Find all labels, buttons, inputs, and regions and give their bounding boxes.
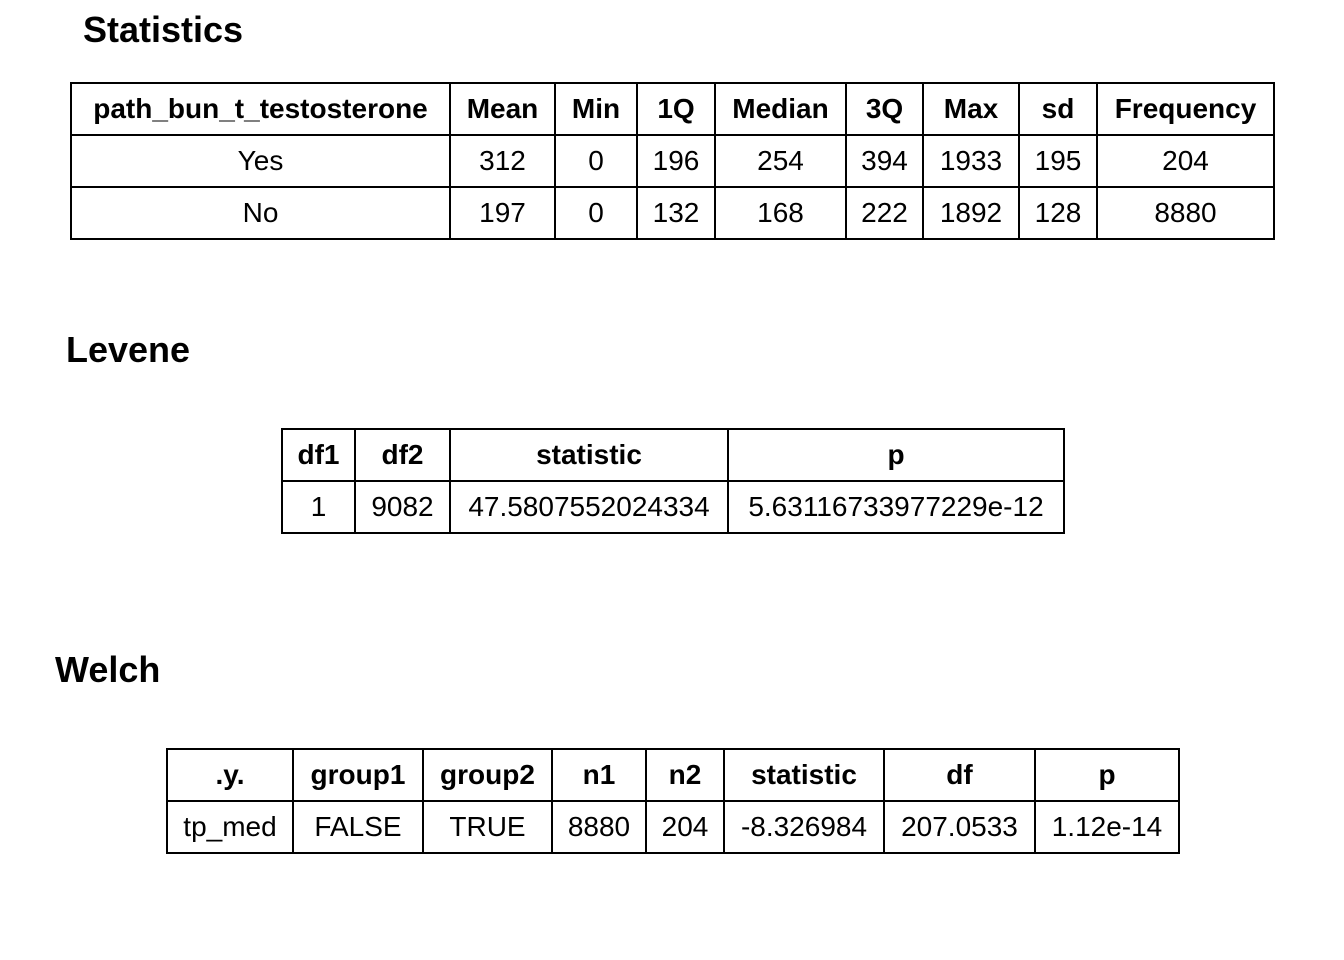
table-cell: 128 <box>1018 186 1098 240</box>
table-cell: 195 <box>1018 134 1098 188</box>
table-cell: TRUE <box>422 800 553 854</box>
column-header: group1 <box>292 748 424 802</box>
column-header: path_bun_t_testosterone <box>70 82 451 136</box>
column-header: group2 <box>422 748 553 802</box>
table-cell: 222 <box>845 186 924 240</box>
table-row: 1 9082 47.5807552024334 5.63116733977229e-1… <box>281 480 1065 534</box>
table-cell: 207.0533 <box>883 800 1036 854</box>
levene-title: Levene <box>66 329 191 370</box>
table-cell: No <box>70 186 451 240</box>
header-row: .y. group1 group2 n1 n2 statistic df p <box>166 748 1180 802</box>
table-cell: 204 <box>1096 134 1275 188</box>
table-cell: 1 <box>281 480 356 534</box>
table-cell: 196 <box>636 134 716 188</box>
header-row: df1 df2 statistic p <box>281 428 1065 482</box>
welch-table: .y. group1 group2 n1 n2 statistic df p tp_med FAL… <box>166 748 1180 854</box>
table-cell: 8880 <box>551 800 647 854</box>
table-cell: 0 <box>554 134 638 188</box>
column-header: df2 <box>354 428 451 482</box>
statistics-table: path_bun_t_testosterone Mean Min 1Q Median 3Q… <box>70 82 1275 240</box>
column-header: 3Q <box>845 82 924 136</box>
column-header: Mean <box>449 82 556 136</box>
table-cell: 132 <box>636 186 716 240</box>
table-cell: tp_med <box>166 800 294 854</box>
table-row: No 197 0 132 168 222 1892 128 8880 <box>70 186 1275 240</box>
column-header: Frequency <box>1096 82 1275 136</box>
column-header: Median <box>714 82 847 136</box>
column-header: .y. <box>166 748 294 802</box>
table-cell: -8.326984 <box>723 800 885 854</box>
column-header: p <box>727 428 1065 482</box>
table-row: Yes 312 0 196 254 394 1933 195 204 <box>70 134 1275 188</box>
column-header: Min <box>554 82 638 136</box>
column-header: df <box>883 748 1036 802</box>
table-cell: 168 <box>714 186 847 240</box>
column-header: 1Q <box>636 82 716 136</box>
column-header: Max <box>922 82 1020 136</box>
column-header: n2 <box>645 748 725 802</box>
column-header: statistic <box>723 748 885 802</box>
header-row: path_bun_t_testosterone Mean Min 1Q Median 3Q… <box>70 82 1275 136</box>
column-header: sd <box>1018 82 1098 136</box>
levene-table: df1 df2 statistic p 1 9082 47.5807552024334 5.6… <box>281 428 1065 534</box>
table-cell: FALSE <box>292 800 424 854</box>
column-header: df1 <box>281 428 356 482</box>
table-cell: 197 <box>449 186 556 240</box>
table-cell: Yes <box>70 134 451 188</box>
column-header: statistic <box>449 428 729 482</box>
table-cell: 1.12e-14 <box>1034 800 1180 854</box>
column-header: p <box>1034 748 1180 802</box>
table-row: tp_med FALSE TRUE 8880 204 -8.326984 207.0533 1… <box>166 800 1180 854</box>
table-cell: 312 <box>449 134 556 188</box>
column-header: n1 <box>551 748 647 802</box>
table-cell: 47.5807552024334 <box>449 480 729 534</box>
statistics-title: Statistics <box>83 9 244 50</box>
table-cell: 254 <box>714 134 847 188</box>
table-cell: 204 <box>645 800 725 854</box>
table-cell: 1892 <box>922 186 1020 240</box>
table-cell: 5.63116733977229e-12 <box>727 480 1065 534</box>
welch-title: Welch <box>55 649 161 690</box>
table-cell: 9082 <box>354 480 451 534</box>
table-cell: 1933 <box>922 134 1020 188</box>
table-cell: 394 <box>845 134 924 188</box>
table-cell: 8880 <box>1096 186 1275 240</box>
table-cell: 0 <box>554 186 638 240</box>
